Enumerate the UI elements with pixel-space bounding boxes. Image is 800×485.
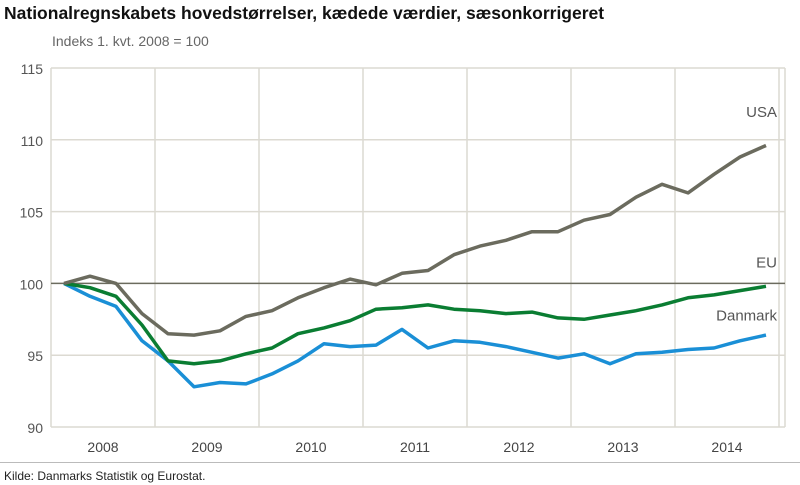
y-tick-label: 100	[20, 276, 44, 292]
x-tick-label: 2010	[295, 439, 326, 455]
chart-title: Nationalregnskabets hovedstørrelser, kæd…	[4, 3, 605, 23]
series-line-eu	[63, 281, 767, 366]
y-tick-label: 115	[21, 61, 44, 77]
source-note: Kilde: Danmarks Statistik og Eurostat.	[4, 469, 206, 483]
divider	[0, 462, 800, 463]
x-tick-label: 2008	[87, 439, 118, 455]
series-label-usa: USA	[746, 104, 777, 121]
y-tick-label: 110	[21, 133, 44, 149]
y-tick-label: 105	[20, 205, 44, 221]
x-tick-label: 2012	[503, 439, 534, 455]
line-chart: 90 95 100 105 110 115 2008 2009 2010 2011 2012 2013…	[20, 61, 786, 455]
x-tick-label: 2013	[607, 439, 638, 455]
x-tick-label: 2009	[191, 439, 222, 455]
x-tick-label: 2011	[400, 439, 430, 455]
series-line-usa	[63, 143, 767, 337]
y-tick-label: 95	[27, 348, 43, 364]
series-label-eu: EU	[756, 255, 777, 272]
y-tick-label: 90	[27, 420, 43, 436]
x-tick-label: 2014	[711, 439, 742, 455]
series-line-danmark	[63, 281, 767, 389]
series-label-danmark: Danmark	[716, 308, 777, 325]
chart-subtitle: Indeks 1. kvt. 2008 = 100	[52, 33, 209, 49]
